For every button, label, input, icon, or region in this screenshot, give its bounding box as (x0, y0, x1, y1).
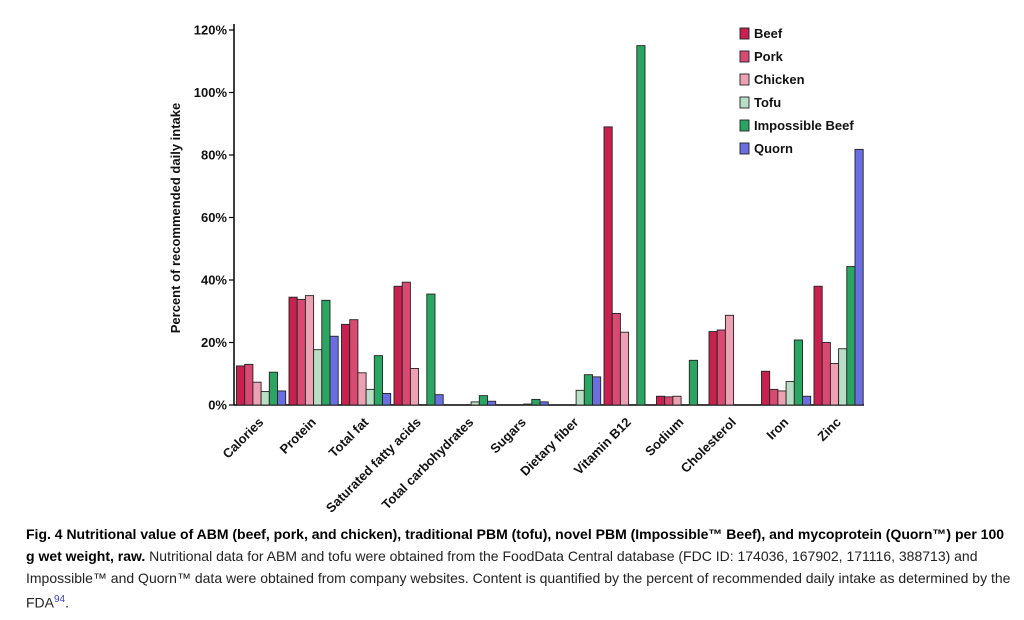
bar-pork (401, 281, 411, 406)
bar-chart: Percent of recommended daily intake 0% 20… (168, 23, 864, 516)
x-tick-label: Protein (277, 414, 319, 456)
bar-quorn (592, 376, 602, 406)
bar-pork (611, 312, 621, 406)
bar-beef (708, 331, 718, 406)
bar-pork (296, 298, 306, 406)
bar-pork (349, 319, 359, 406)
bar-quorn (277, 390, 287, 406)
x-tick-label: Vitamin B12 (571, 415, 634, 478)
bar-beef (236, 365, 246, 406)
y-tick-label: 60% (201, 210, 227, 225)
legend-label: Chicken (754, 72, 805, 87)
x-tick-label: Zinc (814, 415, 844, 445)
legend-swatch (739, 142, 750, 155)
caption-end: . (65, 594, 70, 611)
legend-label: Beef (754, 26, 783, 41)
axes: 0% 20% 40% 60% 80% 100% 120% (194, 23, 864, 413)
bar-beef (393, 285, 403, 406)
bar-quorn (802, 395, 812, 406)
bar-quorn (487, 400, 497, 406)
bar-chicken (409, 367, 420, 406)
legend-label: Tofu (754, 95, 781, 110)
x-tick-label: Total fat (326, 414, 372, 460)
y-axis-label: Percent of recommended daily intake (168, 103, 183, 333)
y-tick-label: 0% (208, 398, 227, 413)
caption-lead: Fig. 4 Nutritional value of ABM (beef, p… (26, 526, 1005, 564)
bar-chicken (252, 381, 262, 406)
bar-beef (288, 296, 298, 406)
bar-impossible-beef (373, 355, 383, 406)
bar-tofu (838, 348, 848, 406)
x-tick-label: Calories (219, 415, 266, 462)
bar-beef (341, 323, 351, 406)
bar-chicken (829, 362, 840, 406)
bar-quorn (434, 394, 444, 406)
bar-chicken (672, 395, 682, 406)
legend-label: Impossible Beef (754, 118, 854, 133)
legend-swatch (739, 119, 750, 132)
bar-impossible-beef (531, 398, 541, 406)
bar-tofu (260, 391, 270, 406)
bar-quorn (854, 148, 864, 406)
y-axis-title: Percent of recommended daily intake (168, 103, 183, 333)
bar-chicken (619, 331, 630, 406)
bar-chicken (724, 314, 735, 406)
x-tick-label: Saturated fatty acids (323, 415, 424, 516)
bar-tofu (313, 349, 323, 406)
y-tick-label: 40% (201, 273, 227, 288)
bar-quorn (382, 392, 392, 406)
bar-pork (716, 329, 726, 406)
bars (236, 45, 864, 406)
y-tick-label: 120% (194, 23, 228, 38)
bar-chicken (304, 295, 315, 406)
y-tick-label: 100% (194, 85, 228, 100)
y-tick-label: 20% (201, 335, 227, 350)
bar-pork (769, 388, 779, 406)
bar-impossible-beef (846, 266, 856, 406)
bar-quorn (329, 335, 339, 406)
bar-impossible-beef (268, 371, 278, 406)
caption-body: Nutritional data for ABM and tofu were o… (26, 548, 1011, 611)
bar-beef (603, 126, 613, 406)
bar-quorn (539, 401, 549, 406)
bar-chicken (777, 390, 787, 406)
bar-beef (656, 395, 666, 406)
bar-beef (761, 370, 771, 406)
bar-tofu (785, 381, 795, 406)
legend-label: Quorn (754, 141, 793, 156)
bar-pork (821, 342, 831, 406)
bar-impossible-beef (793, 339, 803, 406)
bar-tofu (523, 403, 533, 406)
bar-pork (244, 363, 254, 406)
bar-tofu (575, 389, 585, 406)
x-tick-label: Sodium (642, 415, 686, 459)
x-tick-label: Total carbohydrates (379, 415, 477, 513)
bar-impossible-beef (688, 359, 698, 406)
bar-tofu (470, 401, 480, 406)
legend-swatch (739, 73, 750, 86)
legend-swatch (739, 50, 750, 63)
bar-beef (813, 285, 823, 406)
figure-caption: Fig. 4 Nutritional value of ABM (beef, p… (26, 523, 1011, 614)
bar-impossible-beef (426, 293, 436, 406)
bar-pork (664, 396, 674, 406)
y-tick-label: 80% (201, 148, 227, 163)
x-tick-label: Cholesterol (678, 415, 739, 476)
bar-chicken (357, 372, 367, 406)
legend-label: Pork (754, 49, 784, 64)
bar-impossible-beef (321, 299, 331, 406)
caption-reference[interactable]: 94 (54, 594, 66, 605)
legend-swatch (739, 96, 750, 109)
legend-swatch (739, 27, 750, 40)
x-tick-label: Sugars (487, 415, 529, 457)
legend: Beef Pork Chicken Tofu Impossible Beef Quorn (739, 26, 854, 156)
bar-impossible-beef (478, 395, 488, 406)
bar-tofu (365, 388, 375, 406)
bar-impossible-beef (636, 45, 646, 406)
x-tick-label: Iron (763, 414, 791, 442)
bar-impossible-beef (583, 374, 593, 406)
